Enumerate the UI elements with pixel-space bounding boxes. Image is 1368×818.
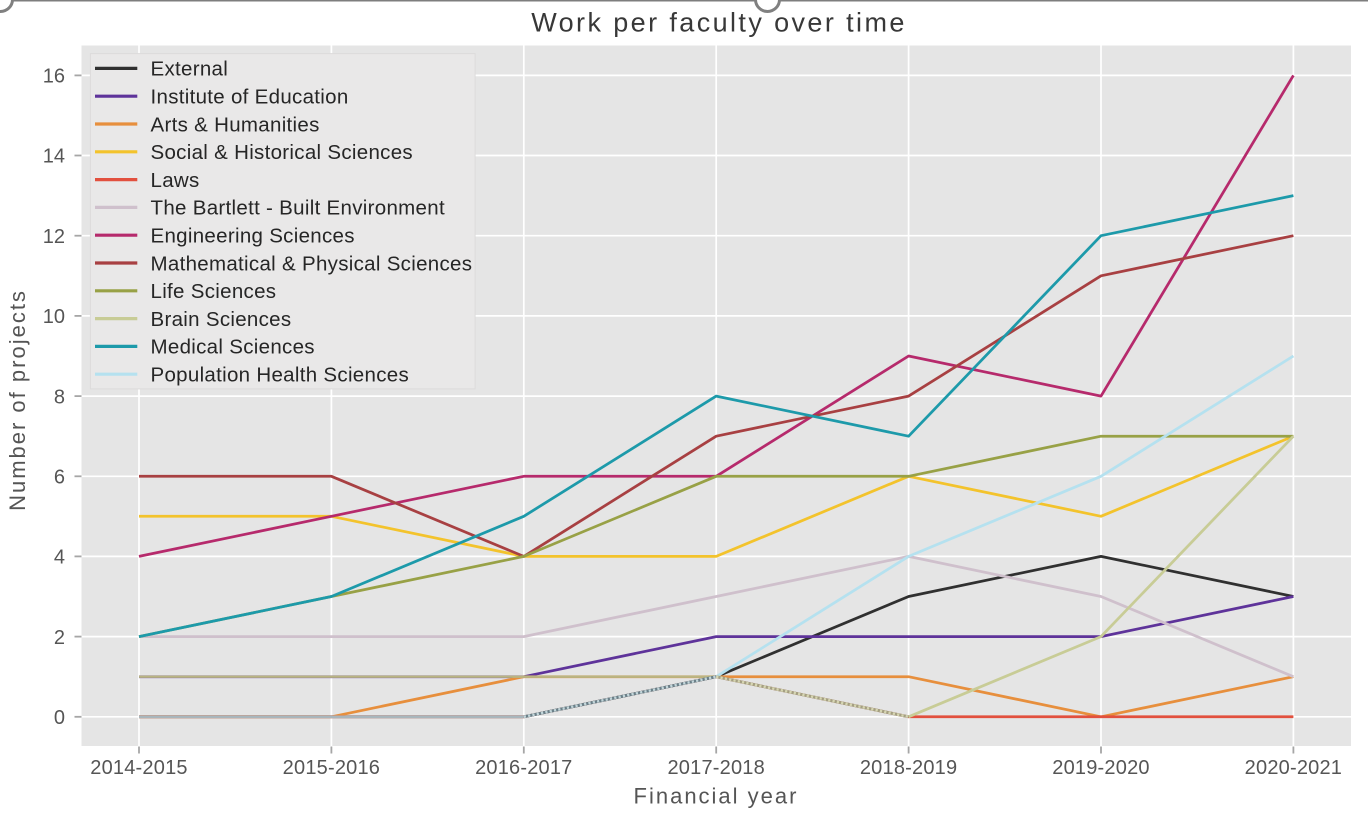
svg-text:Work per faculty over time: Work per faculty over time <box>531 8 907 38</box>
svg-text:0: 0 <box>54 707 65 729</box>
svg-text:12: 12 <box>43 226 65 248</box>
svg-text:2019-2020: 2019-2020 <box>1052 757 1149 779</box>
svg-text:2020-2021: 2020-2021 <box>1245 757 1342 779</box>
svg-text:4: 4 <box>54 547 65 569</box>
svg-text:2: 2 <box>54 627 65 649</box>
svg-text:2016-2017: 2016-2017 <box>475 757 572 779</box>
svg-text:Population Health Sciences: Population Health Sciences <box>151 364 410 387</box>
svg-text:2014-2015: 2014-2015 <box>90 757 187 779</box>
svg-text:8: 8 <box>54 386 65 408</box>
svg-text:Mathematical & Physical Scienc: Mathematical & Physical Sciences <box>151 252 473 275</box>
svg-text:Life Sciences: Life Sciences <box>151 280 277 303</box>
svg-text:Engineering Sciences: Engineering Sciences <box>151 225 355 248</box>
svg-text:Number of projects: Number of projects <box>5 289 30 511</box>
svg-text:Brain Sciences: Brain Sciences <box>151 308 292 331</box>
svg-text:Financial year: Financial year <box>634 784 799 809</box>
svg-text:6: 6 <box>54 467 65 489</box>
svg-text:Institute of Education: Institute of Education <box>151 86 349 109</box>
svg-text:Medical Sciences: Medical Sciences <box>151 336 315 359</box>
svg-text:14: 14 <box>43 146 65 168</box>
svg-text:Laws: Laws <box>151 169 200 192</box>
svg-text:Arts & Humanities: Arts & Humanities <box>151 113 320 136</box>
svg-text:2017-2018: 2017-2018 <box>667 757 764 779</box>
svg-text:16: 16 <box>43 66 65 88</box>
svg-text:2015-2016: 2015-2016 <box>283 757 380 779</box>
svg-text:2018-2019: 2018-2019 <box>860 757 957 779</box>
svg-text:The Bartlett - Built Environme: The Bartlett - Built Environment <box>151 197 445 220</box>
svg-text:External: External <box>151 58 229 81</box>
svg-text:10: 10 <box>43 306 65 328</box>
svg-text:Social & Historical Sciences: Social & Historical Sciences <box>151 141 413 164</box>
